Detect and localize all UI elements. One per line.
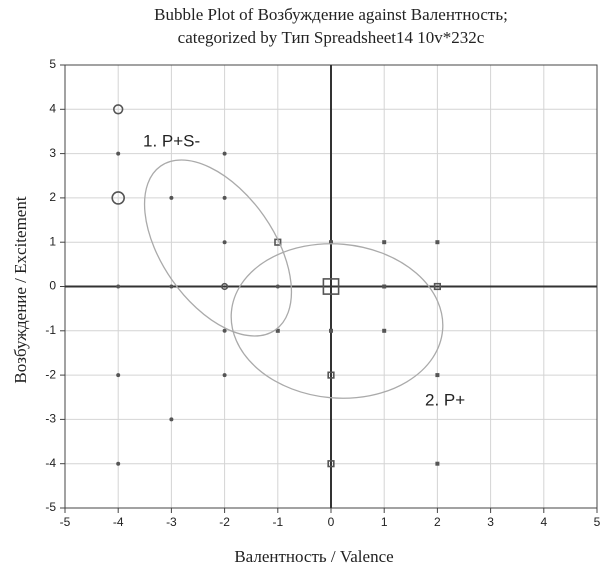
bubble bbox=[222, 240, 227, 245]
y-axis-label: Возбуждение / Excitement bbox=[11, 196, 30, 383]
x-tick-label: 0 bbox=[328, 515, 335, 529]
x-tick-label: 4 bbox=[540, 515, 547, 529]
bubble bbox=[328, 328, 333, 333]
y-tick-label: 5 bbox=[49, 57, 56, 71]
y-tick-label: 2 bbox=[49, 190, 56, 204]
bubble bbox=[116, 151, 121, 156]
x-tick-label: 5 bbox=[594, 515, 601, 529]
bubble bbox=[275, 328, 280, 333]
x-tick-label: -4 bbox=[113, 515, 124, 529]
y-tick-label: -5 bbox=[45, 500, 56, 514]
y-tick-label: 3 bbox=[49, 146, 56, 160]
chart-subtitle: categorized by Тип Spreadsheet14 10v*232… bbox=[178, 28, 485, 47]
y-tick-label: -1 bbox=[45, 323, 56, 337]
bubble bbox=[435, 461, 440, 466]
bubble bbox=[116, 284, 121, 289]
bubble bbox=[382, 284, 387, 289]
bubble bbox=[322, 278, 340, 295]
group-annotation: 2. P+ bbox=[425, 390, 465, 409]
bubble bbox=[111, 191, 125, 205]
bubble bbox=[382, 240, 387, 245]
bubble bbox=[222, 151, 227, 156]
bubble bbox=[435, 240, 440, 245]
y-tick-label: -4 bbox=[45, 456, 56, 470]
bubble bbox=[433, 282, 442, 291]
y-tick-label: 1 bbox=[49, 234, 56, 248]
group-annotation: 1. P+S- bbox=[143, 131, 200, 150]
y-tick-label: 0 bbox=[49, 279, 56, 293]
x-tick-label: 1 bbox=[381, 515, 388, 529]
bubble bbox=[382, 328, 387, 333]
bubble bbox=[222, 373, 227, 378]
bubble bbox=[222, 195, 227, 200]
bubble bbox=[116, 373, 121, 378]
x-tick-label: 2 bbox=[434, 515, 441, 529]
x-tick-label: -3 bbox=[166, 515, 177, 529]
bubble bbox=[435, 373, 440, 378]
bubble bbox=[116, 461, 121, 466]
group-ellipse bbox=[230, 243, 444, 399]
y-tick-label: -3 bbox=[45, 412, 56, 426]
bubble bbox=[327, 460, 335, 468]
x-tick-label: -2 bbox=[219, 515, 230, 529]
bubble bbox=[275, 284, 280, 289]
bubble bbox=[169, 284, 174, 289]
bubble bbox=[328, 240, 333, 245]
bubble bbox=[169, 417, 174, 422]
bubble bbox=[327, 371, 335, 379]
x-tick-label: 3 bbox=[487, 515, 494, 529]
group-ellipse bbox=[143, 159, 293, 337]
y-tick-label: 4 bbox=[49, 101, 56, 115]
y-tick-label: -2 bbox=[45, 367, 56, 381]
x-tick-label: -5 bbox=[60, 515, 71, 529]
bubble bbox=[169, 195, 174, 200]
bubble bbox=[112, 104, 124, 115]
x-tick-label: -1 bbox=[272, 515, 283, 529]
bubble bbox=[221, 282, 229, 291]
bubble bbox=[222, 328, 227, 333]
chart-title: Bubble Plot of Возбуждение against Вален… bbox=[154, 5, 508, 24]
x-axis-label: Валентность / Valence bbox=[234, 547, 393, 566]
